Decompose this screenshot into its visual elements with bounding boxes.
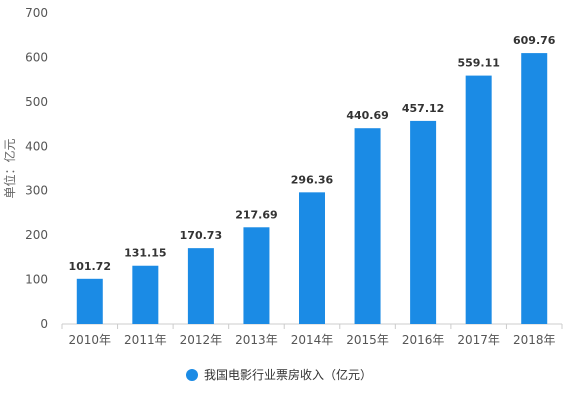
- x-tick-label: 2014年: [291, 333, 334, 347]
- bar-value-label: 170.73: [180, 229, 222, 242]
- bar: [243, 227, 270, 324]
- bar: [410, 120, 437, 324]
- bar: [465, 75, 492, 324]
- x-axis-ticks: 2010年 2011年 2012年 2013年 2014年 2015年 2016年 2017年…: [61, 324, 563, 347]
- bar: [299, 192, 325, 324]
- y-tick-label: 200: [25, 228, 48, 242]
- y-axis-label: 单位：亿元: [2, 138, 17, 198]
- y-tick-label: 500: [25, 95, 48, 109]
- bar-value-label: 559.11: [457, 57, 499, 70]
- x-tick-label: 2018年: [513, 333, 556, 347]
- y-tick-label: 0: [40, 317, 48, 331]
- bar-value-label: 101.72: [69, 260, 111, 273]
- bar: [132, 265, 159, 324]
- x-tick-label: 2015年: [346, 333, 389, 347]
- x-tick-label: 2013年: [235, 333, 278, 347]
- x-tick-label: 2011年: [124, 333, 167, 347]
- data-labels: 101.72 131.15 170.73 217.69 296.36 440.69 457.…: [69, 34, 556, 273]
- legend-marker: [186, 368, 198, 381]
- bar: [76, 278, 103, 324]
- y-tick-label: 100: [25, 273, 48, 287]
- bar-value-label: 131.15: [124, 247, 166, 260]
- bar-value-label: 440.69: [346, 109, 388, 122]
- bar-value-label: 609.76: [513, 34, 556, 47]
- bar-value-label: 296.36: [291, 173, 334, 186]
- x-tick-label: 2016年: [402, 333, 445, 347]
- bar: [187, 248, 214, 324]
- x-tick-label: 2012年: [180, 333, 223, 347]
- x-tick-label: 2017年: [457, 333, 500, 347]
- legend-label: 我国电影行业票房收入（亿元）: [204, 368, 373, 382]
- bars: [76, 53, 548, 324]
- y-axis-ticks: 0 100 200 300 400 500 600 700: [25, 6, 48, 331]
- y-tick-label: 600: [25, 50, 48, 64]
- y-tick-label: 400: [25, 139, 48, 153]
- bar-value-label: 457.12: [402, 102, 444, 115]
- x-tick-label: 2010年: [69, 333, 112, 347]
- bar: [354, 128, 381, 324]
- y-tick-label: 300: [25, 184, 48, 198]
- bar-value-label: 217.69: [235, 208, 277, 221]
- y-tick-label: 700: [25, 6, 48, 20]
- legend: 我国电影行业票房收入（亿元）: [186, 366, 372, 383]
- bar: [521, 53, 548, 324]
